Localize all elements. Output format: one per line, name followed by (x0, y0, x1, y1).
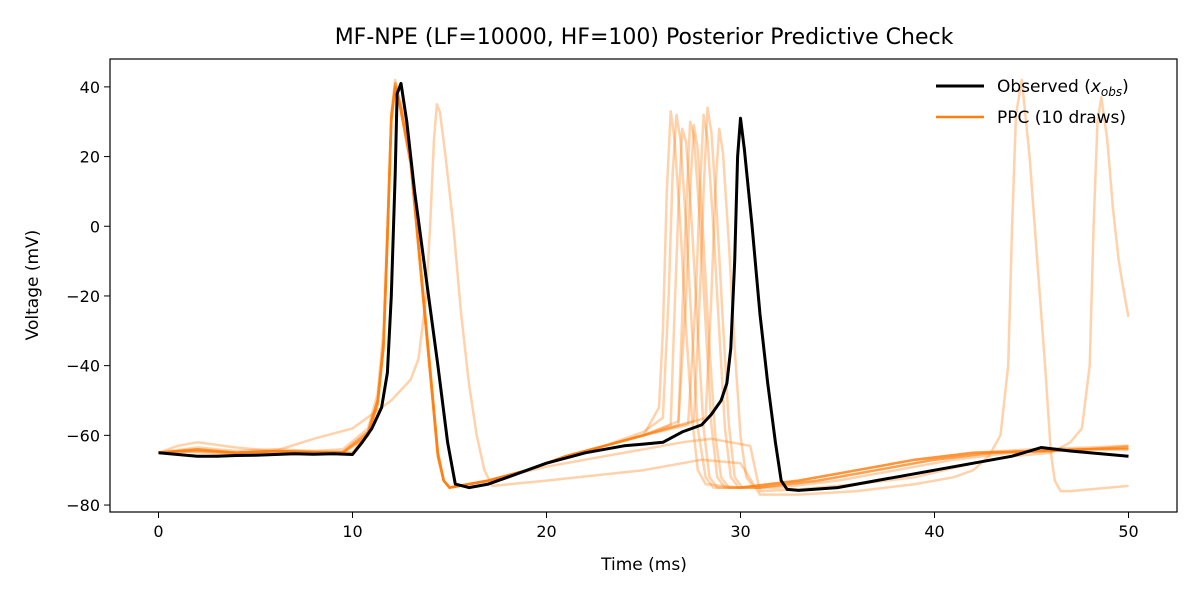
plot-frame (109, 58, 1178, 513)
x-tick-label: 40 (924, 522, 944, 541)
x-tick-label: 0 (153, 522, 163, 541)
x-axis-label: Time (ms) (600, 555, 687, 575)
y-axis-label: Voltage (mV) (23, 230, 43, 341)
legend-observed-label: Observed (xobs) (997, 77, 1129, 99)
observed-line (158, 81, 1129, 492)
chart-title: MF-NPE (LF=10000, HF=100) Posterior Pred… (335, 25, 954, 50)
y-tick-label: 20 (80, 148, 100, 167)
y-tick-label: 0 (90, 217, 100, 236)
x-axis: 0 10 20 30 40 50 (153, 512, 1139, 541)
legend: Observed (xobs) PPC (10 draws) (936, 77, 1129, 128)
ppc-draw-line-9 (158, 78, 1129, 496)
y-tick-label: 40 (80, 78, 100, 97)
y-tick-label: −40 (66, 357, 100, 376)
x-tick-label: 10 (342, 522, 362, 541)
y-tick-label: −80 (66, 496, 100, 515)
y-axis: −80 −60 −40 −20 0 20 40 (66, 78, 110, 515)
y-tick-label: −20 (66, 287, 100, 306)
x-tick-label: 30 (730, 522, 750, 541)
legend-ppc-label: PPC (10 draws) (997, 108, 1126, 128)
ppc-draw-line-10 (158, 85, 1130, 493)
observed-series (158, 81, 1129, 492)
x-tick-label: 50 (1118, 522, 1138, 541)
x-tick-label: 20 (536, 522, 556, 541)
y-tick-label: −60 (66, 426, 100, 445)
